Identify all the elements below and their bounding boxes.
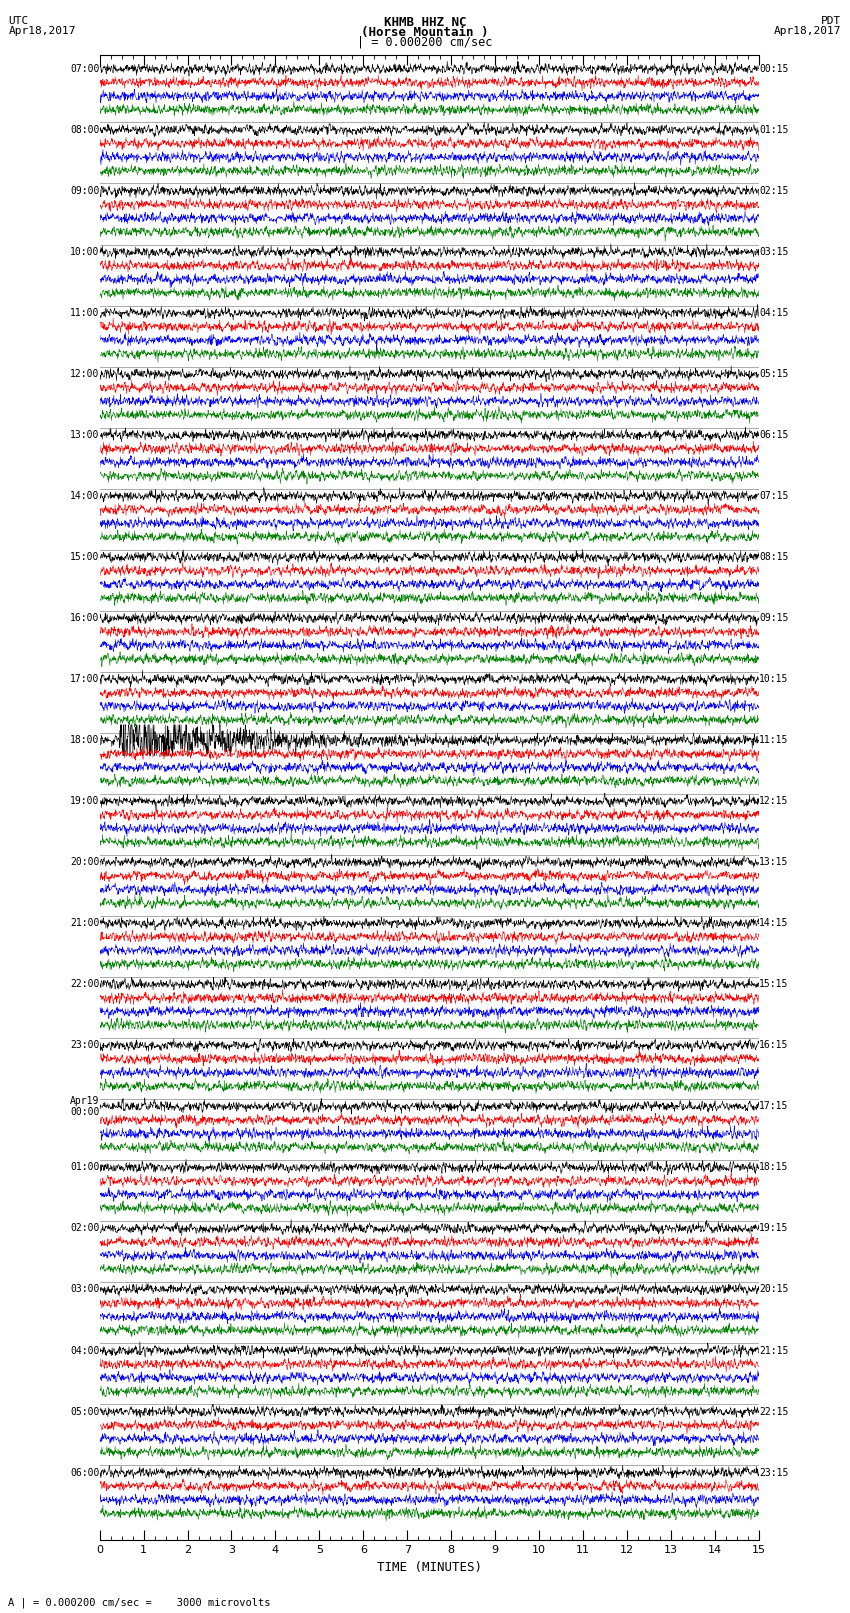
Text: 11:15: 11:15: [759, 736, 788, 745]
Text: 04:00: 04:00: [71, 1345, 99, 1355]
Text: (Horse Mountain ): (Horse Mountain ): [361, 26, 489, 39]
Text: 12:15: 12:15: [759, 797, 788, 806]
X-axis label: TIME (MINUTES): TIME (MINUTES): [377, 1561, 482, 1574]
Text: 13:15: 13:15: [759, 857, 788, 868]
Text: 20:00: 20:00: [71, 857, 99, 868]
Text: 22:15: 22:15: [759, 1407, 788, 1416]
Text: A | = 0.000200 cm/sec =    3000 microvolts: A | = 0.000200 cm/sec = 3000 microvolts: [8, 1597, 271, 1608]
Text: Apr18,2017: Apr18,2017: [8, 26, 76, 35]
Text: 08:15: 08:15: [759, 552, 788, 561]
Text: 14:00: 14:00: [71, 490, 99, 502]
Text: 20:15: 20:15: [759, 1284, 788, 1295]
Text: 13:00: 13:00: [71, 431, 99, 440]
Text: 19:15: 19:15: [759, 1223, 788, 1234]
Text: KHMB HHZ NC: KHMB HHZ NC: [383, 16, 467, 29]
Text: | = 0.000200 cm/sec: | = 0.000200 cm/sec: [357, 35, 493, 48]
Text: 09:00: 09:00: [71, 185, 99, 195]
Text: 02:15: 02:15: [759, 185, 788, 195]
Text: 22:00: 22:00: [71, 979, 99, 989]
Text: 06:00: 06:00: [71, 1468, 99, 1478]
Text: 05:00: 05:00: [71, 1407, 99, 1416]
Text: 09:15: 09:15: [759, 613, 788, 623]
Text: 23:00: 23:00: [71, 1040, 99, 1050]
Text: 01:15: 01:15: [759, 124, 788, 135]
Text: 05:15: 05:15: [759, 369, 788, 379]
Text: 08:00: 08:00: [71, 124, 99, 135]
Text: PDT: PDT: [821, 16, 842, 26]
Text: 18:00: 18:00: [71, 736, 99, 745]
Text: 16:00: 16:00: [71, 613, 99, 623]
Text: 02:00: 02:00: [71, 1223, 99, 1234]
Text: 03:00: 03:00: [71, 1284, 99, 1295]
Text: 21:15: 21:15: [759, 1345, 788, 1355]
Text: 07:15: 07:15: [759, 490, 788, 502]
Text: 17:15: 17:15: [759, 1102, 788, 1111]
Text: 14:15: 14:15: [759, 918, 788, 929]
Text: 03:15: 03:15: [759, 247, 788, 256]
Text: 17:00: 17:00: [71, 674, 99, 684]
Text: 23:15: 23:15: [759, 1468, 788, 1478]
Text: Apr19
00:00: Apr19 00:00: [71, 1095, 99, 1118]
Text: UTC: UTC: [8, 16, 29, 26]
Text: 07:00: 07:00: [71, 65, 99, 74]
Text: 16:15: 16:15: [759, 1040, 788, 1050]
Text: 01:00: 01:00: [71, 1163, 99, 1173]
Text: 21:00: 21:00: [71, 918, 99, 929]
Text: 00:15: 00:15: [759, 65, 788, 74]
Text: 11:00: 11:00: [71, 308, 99, 318]
Text: 10:00: 10:00: [71, 247, 99, 256]
Text: 19:00: 19:00: [71, 797, 99, 806]
Text: Apr18,2017: Apr18,2017: [774, 26, 842, 35]
Text: 04:15: 04:15: [759, 308, 788, 318]
Text: 06:15: 06:15: [759, 431, 788, 440]
Text: 12:00: 12:00: [71, 369, 99, 379]
Text: 10:15: 10:15: [759, 674, 788, 684]
Text: 15:00: 15:00: [71, 552, 99, 561]
Text: 18:15: 18:15: [759, 1163, 788, 1173]
Text: 15:15: 15:15: [759, 979, 788, 989]
